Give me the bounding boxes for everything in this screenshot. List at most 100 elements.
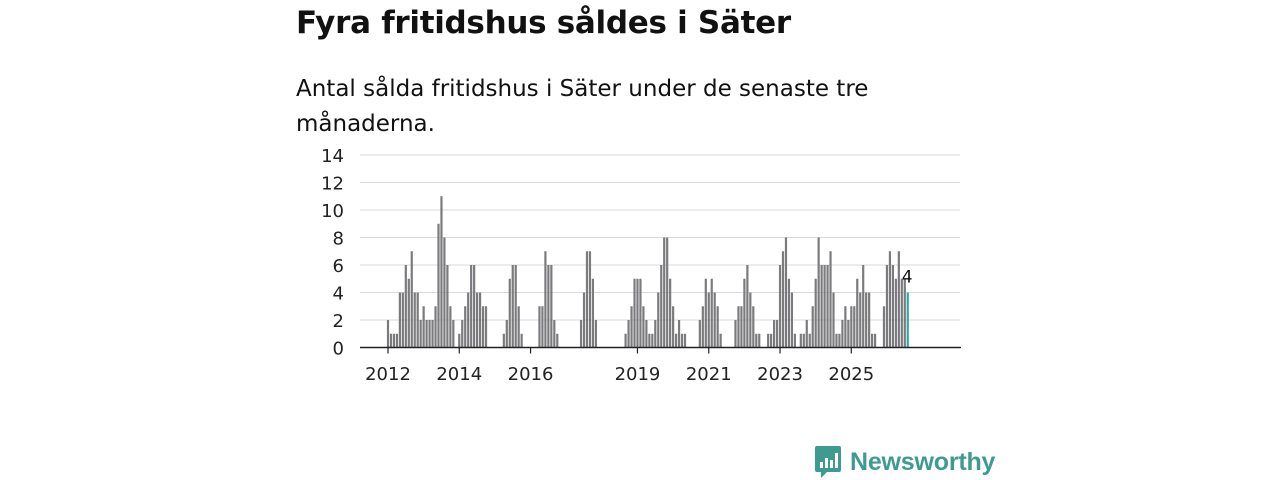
- bar: [802, 333, 805, 348]
- bar: [740, 306, 743, 348]
- x-tick-label: 2021: [686, 364, 732, 385]
- bar: [428, 320, 431, 348]
- bar: [758, 333, 761, 348]
- bar: [865, 292, 868, 348]
- bar: [467, 292, 470, 348]
- bar: [585, 251, 589, 348]
- newsworthy-logo: Newsworthy: [814, 444, 995, 480]
- bar: [862, 265, 865, 348]
- bar: [829, 251, 832, 348]
- y-tick-label: 0: [333, 339, 344, 360]
- bar: [657, 292, 660, 348]
- bar: [419, 320, 422, 348]
- bar: [770, 333, 773, 348]
- bar: [633, 278, 636, 348]
- bar: [871, 333, 874, 348]
- x-tick-label: 2012: [365, 364, 411, 385]
- bar: [473, 265, 476, 348]
- y-tick-label: 12: [321, 174, 344, 195]
- bar: [873, 333, 877, 348]
- x-axis-labels: 2012 2014 2016 2019 2021 2023 2025: [365, 364, 874, 385]
- bar: [386, 320, 390, 348]
- bar: [413, 292, 416, 348]
- chart-subtitle: Antal sålda fritidshus i Säter under de …: [296, 76, 869, 137]
- bar: [817, 237, 820, 348]
- bar: [508, 278, 511, 348]
- x-tick-label: 2025: [828, 364, 874, 385]
- bar: [669, 278, 672, 348]
- bar: [805, 320, 808, 348]
- bar: [832, 292, 835, 348]
- chart-title: Fyra fritidshus såldes i Säter: [296, 5, 791, 41]
- bar: [648, 333, 651, 348]
- bar: [755, 333, 758, 348]
- y-tick-label: 8: [333, 229, 344, 250]
- bar: [826, 265, 829, 348]
- bar: [484, 306, 488, 348]
- bar: [680, 333, 684, 348]
- bar: [888, 251, 892, 348]
- bar: [784, 237, 788, 348]
- bar: [547, 265, 550, 348]
- bar: [767, 333, 770, 348]
- y-tick-label: 4: [333, 284, 344, 305]
- bar: [407, 278, 410, 348]
- bar-chart-speech-bubble-icon: [815, 446, 841, 478]
- bar: [449, 306, 452, 348]
- x-tick-label: 2023: [757, 364, 803, 385]
- bar: [737, 306, 740, 348]
- bar: [639, 278, 642, 348]
- bar: [636, 278, 639, 348]
- bar: [464, 306, 467, 348]
- bar: [781, 251, 785, 348]
- bar: [392, 333, 396, 348]
- bar: [434, 306, 437, 348]
- bar: [645, 320, 648, 348]
- bar-chart: 0 2 4 6 8 10 12 14 2012 2014 2016 2019 2021 2023 2025…: [321, 146, 961, 385]
- bar: [853, 306, 856, 348]
- y-tick-label: 6: [333, 256, 344, 277]
- bar: [541, 306, 544, 348]
- bar: [642, 306, 645, 348]
- bar: [868, 292, 871, 348]
- bar: [663, 237, 666, 348]
- bar: [481, 306, 485, 348]
- bar: [550, 265, 553, 348]
- bar: [859, 292, 862, 348]
- bar: [793, 333, 796, 348]
- bar: [478, 292, 482, 348]
- bar: [716, 306, 719, 348]
- bar: [401, 292, 404, 348]
- brand-name: Newsworthy: [850, 447, 996, 476]
- bar: [422, 306, 425, 348]
- bar: [903, 278, 906, 348]
- bar: [398, 292, 401, 348]
- bar: [582, 292, 586, 348]
- bar: [891, 265, 894, 348]
- bar: [517, 306, 520, 348]
- bar: [787, 278, 791, 348]
- bar: [814, 278, 817, 348]
- bar: [443, 237, 446, 348]
- bar: [841, 320, 844, 348]
- bar: [778, 265, 782, 348]
- bar: [820, 265, 823, 348]
- bar: [683, 333, 687, 348]
- bar: [538, 306, 541, 348]
- bar: [775, 320, 779, 348]
- bar: [885, 265, 889, 348]
- bar: [520, 333, 523, 348]
- annotations: 4: [902, 268, 913, 288]
- bar: [850, 306, 853, 348]
- bar: [579, 320, 583, 348]
- bar: [437, 223, 440, 348]
- bar: [900, 278, 903, 348]
- bar: [773, 320, 776, 348]
- bar: [719, 333, 722, 348]
- bar: [674, 333, 678, 348]
- bar: [627, 320, 630, 348]
- latest-value-label: 4: [902, 268, 913, 288]
- bar: [790, 292, 794, 348]
- bar: [452, 320, 455, 348]
- x-tick-label: 2019: [615, 364, 661, 385]
